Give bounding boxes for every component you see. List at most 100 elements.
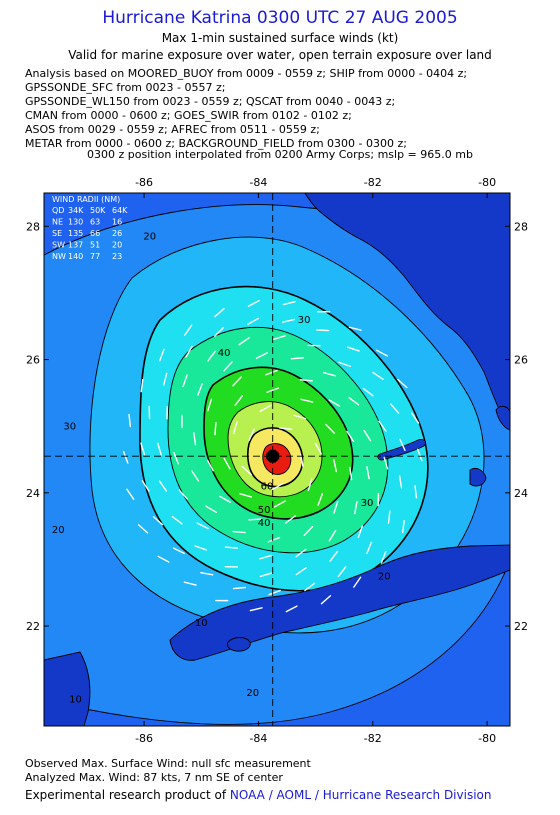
lon-tick-label-top: -84 <box>249 176 267 189</box>
wind-radii-cell: 16 <box>112 218 122 227</box>
contour-line-64kt <box>247 427 304 488</box>
wind-contours <box>44 197 510 725</box>
wind-vector <box>163 372 168 386</box>
contour-label: 50 <box>258 505 271 516</box>
wind-vector <box>295 548 307 558</box>
dark-gulf-shelf <box>395 193 510 250</box>
wind-vector <box>338 361 352 368</box>
contour-line <box>262 443 292 475</box>
wind-radii-table: WIND RADII (NM) QD 34K 50K 64K NE 130 63 16 SE 135… <box>52 195 128 261</box>
contour-line <box>44 559 510 725</box>
wind-vector <box>141 480 150 492</box>
map-frame <box>43 192 511 727</box>
wind-vector <box>281 318 296 323</box>
wind-vector <box>224 546 239 549</box>
wind-vector <box>159 348 165 362</box>
lon-tick-label-bottom: -80 <box>478 732 496 745</box>
wind-vector <box>346 346 360 352</box>
wind-vector <box>172 547 185 555</box>
wind-vector <box>354 501 358 515</box>
wind-vector <box>234 395 244 407</box>
wind-vector <box>333 500 339 514</box>
wind-vector <box>241 465 252 476</box>
lon-tick-label-bottom: -82 <box>364 732 382 745</box>
wind-vector <box>206 459 214 472</box>
wind-vector <box>328 529 337 542</box>
observed-max-wind: Observed Max. Surface Wind: null sfc mea… <box>25 757 311 770</box>
wind-radii-cell: 137 <box>68 241 83 250</box>
wind-vector <box>197 383 203 396</box>
florida-peninsula <box>304 193 510 431</box>
analyzed-max-wind: Analyzed Max. Wind: 87 kts, 7 nm SE of c… <box>25 771 283 784</box>
wind-vector <box>322 371 336 377</box>
wind-vector <box>140 442 146 456</box>
axis-tick-labels: -86 -86 -84 -84 -82 -82 -80 -80 28 28 26 26 24 24 22 22 <box>26 176 528 745</box>
wind-vector <box>128 413 132 428</box>
wind-radii-cell: 20 <box>112 241 122 250</box>
wind-vector <box>158 480 168 492</box>
wind-vector <box>173 451 180 465</box>
lon-tick-label-top: -82 <box>364 176 382 189</box>
lon-tick-label-top: -86 <box>135 176 153 189</box>
wind-vector <box>293 414 307 420</box>
wind-vector <box>316 329 330 332</box>
yucatan <box>44 651 91 726</box>
wind-vector <box>137 524 149 534</box>
lon-tick-label-bottom: -86 <box>135 732 153 745</box>
lat-tick-label-left: 26 <box>26 354 40 367</box>
wind-vectors <box>122 299 423 613</box>
wind-vector <box>329 550 339 562</box>
subtitle-exposure: Valid for marine exposure over water, op… <box>68 48 492 62</box>
wind-vector <box>268 589 281 596</box>
wind-vector <box>325 423 335 434</box>
interpolation-note: 0300 z position interpolated from 0200 A… <box>87 148 473 161</box>
wind-vector <box>271 482 284 491</box>
contour-line-50kt <box>203 366 354 520</box>
contour-labels: 20 30 40 30 60 50 40 30 20 20 10 20 10 <box>52 232 391 706</box>
wind-vector <box>290 357 304 360</box>
wind-vector <box>259 572 273 578</box>
wind-vector <box>183 581 197 586</box>
wind-radii-header: QD <box>52 206 64 215</box>
wind-vector <box>247 317 260 325</box>
credit-line: Experimental research product of NOAA / … <box>25 788 491 802</box>
wind-radii-cell: 23 <box>112 252 122 261</box>
wind-vector <box>122 451 129 464</box>
wind-vector <box>411 412 420 424</box>
wind-vector <box>320 595 332 605</box>
wind-vector <box>282 301 296 306</box>
wind-vector <box>273 500 286 508</box>
credit-organization-link[interactable]: NOAA / AOML / Hurricane Research Divisio… <box>229 788 492 802</box>
wind-vector <box>232 586 247 590</box>
wind-vector <box>337 566 347 578</box>
wind-vector <box>126 488 135 500</box>
wind-vector <box>259 404 272 412</box>
lat-tick-label-left: 22 <box>26 620 40 633</box>
wind-vector <box>214 326 225 337</box>
wind-vector <box>214 307 225 318</box>
contour-line <box>227 401 323 498</box>
wind-vector <box>314 442 322 455</box>
wind-vector <box>353 576 362 588</box>
analysis-line: GPSSONDE_WL150 from 0023 - 0559 z; QSCAT… <box>25 95 396 108</box>
lat-tick-label-right: 26 <box>514 354 528 367</box>
wind-vector <box>238 337 250 346</box>
wind-vector <box>152 516 164 526</box>
wind-vector <box>232 530 246 534</box>
wind-radii-cell: 66 <box>90 229 100 238</box>
wind-vector <box>299 453 304 468</box>
wind-vector <box>259 554 273 560</box>
wind-vector <box>366 466 370 480</box>
wind-radii-cell: 140 <box>68 252 83 261</box>
wind-vector <box>171 515 183 525</box>
contour-label: 30 <box>298 315 311 326</box>
wind-vector <box>157 442 162 456</box>
wind-vector <box>233 421 238 435</box>
storm-center-octagon <box>266 449 280 463</box>
contour-label: 30 <box>361 498 374 509</box>
wind-radii-cell: 135 <box>68 229 83 238</box>
wind-vector <box>300 398 314 403</box>
wind-vector <box>265 369 278 376</box>
isle-of-youth <box>227 637 251 652</box>
